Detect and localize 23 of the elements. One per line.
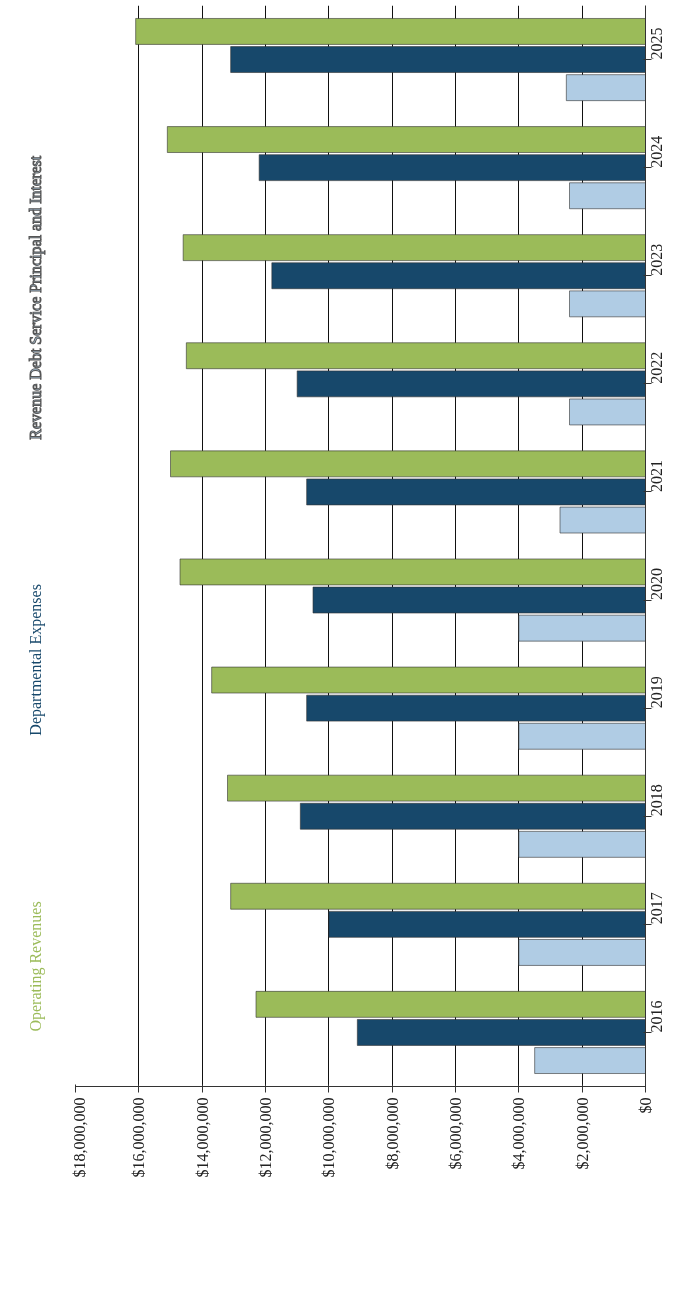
y-tick-label: 2024 — [648, 135, 665, 168]
x-tick-label: $0 — [637, 1097, 654, 1114]
x-tick-label: $8,000,000 — [383, 1097, 401, 1170]
x-tick-label: $10,000,000 — [320, 1097, 338, 1178]
x-tick-label: $2,000,000 — [573, 1097, 591, 1170]
x-tick-label: $16,000,000 — [130, 1097, 148, 1178]
text: Departmental Expenses — [27, 584, 45, 736]
y-tick-label: 2020 — [648, 568, 665, 601]
y-tick-label: 2017 — [648, 892, 665, 925]
text: Operating Revenues — [27, 901, 45, 1032]
text: Revenue Debt Service Principal and Interest — [27, 155, 45, 440]
y-tick-label: 2018 — [648, 784, 665, 817]
y-tick-label: 2025 — [648, 27, 665, 60]
x-tick-label: $14,000,000 — [193, 1097, 211, 1178]
y-tick-label: 2021 — [648, 459, 665, 492]
y-tick-label: 2016 — [648, 1000, 665, 1033]
x-tick-label: $6,000,000 — [447, 1097, 464, 1170]
x-tick-label: $4,000,000 — [510, 1097, 528, 1170]
y-tick-label: 2019 — [648, 676, 665, 709]
y-tick-label: 2023 — [648, 243, 665, 276]
y-tick-label: 2022 — [648, 351, 665, 384]
x-tick-label: $18,000,000 — [70, 1097, 88, 1178]
x-tick-label: $12,000,000 — [257, 1097, 274, 1178]
